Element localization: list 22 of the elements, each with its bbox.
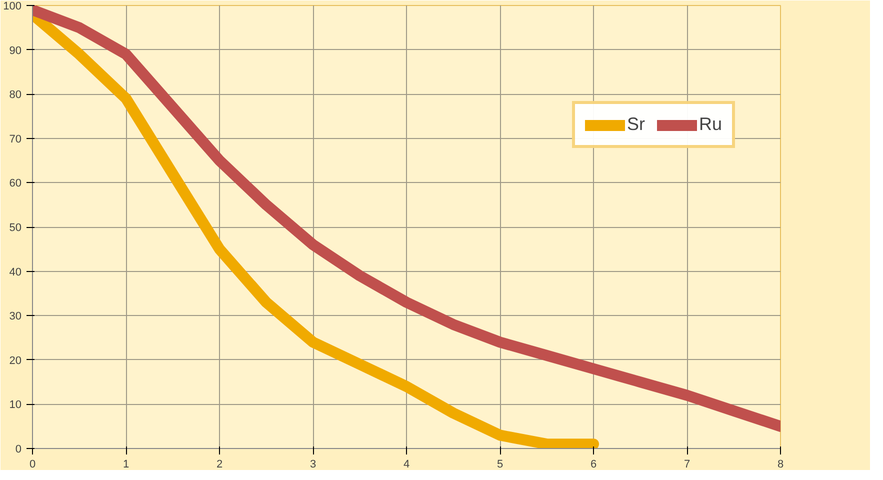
y-tick-label: 90 bbox=[9, 44, 22, 57]
y-tick-label: 100 bbox=[3, 0, 22, 12]
x-tick-label: 1 bbox=[122, 458, 130, 470]
legend-label: Sr bbox=[627, 114, 646, 135]
y-tick-label: 30 bbox=[9, 310, 22, 323]
y-tick-label: 10 bbox=[9, 399, 22, 412]
y-tick-label: 60 bbox=[9, 178, 22, 190]
y-tick-label: 40 bbox=[9, 266, 22, 278]
x-tick-label: 7 bbox=[684, 458, 690, 470]
x-tick-label: 4 bbox=[403, 458, 410, 470]
y-tick-label: 50 bbox=[9, 222, 22, 234]
x-tick-label: 0 bbox=[29, 458, 36, 470]
x-tick-label: 2 bbox=[216, 458, 223, 470]
legend-label: Ru bbox=[699, 114, 722, 135]
y-tick-label: 70 bbox=[9, 133, 22, 146]
x-tick-label: 5 bbox=[496, 458, 504, 470]
y-tick-label: 20 bbox=[9, 354, 22, 367]
x-tick-label: 3 bbox=[310, 458, 316, 470]
x-tick-label: 6 bbox=[590, 458, 597, 470]
y-tick-label: 0 bbox=[15, 444, 22, 456]
y-tick-label: 80 bbox=[9, 89, 22, 102]
x-tick-label: 8 bbox=[777, 458, 784, 470]
